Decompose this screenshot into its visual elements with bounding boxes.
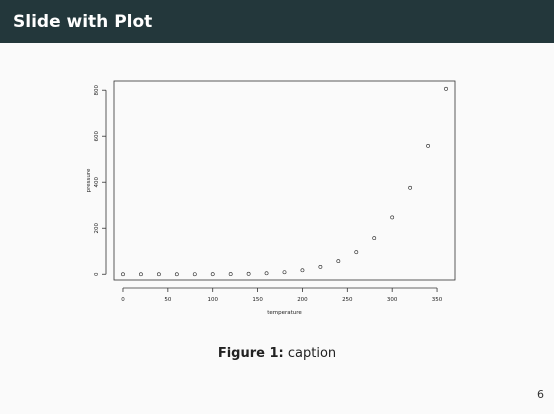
data-point xyxy=(246,271,251,276)
x-tick-label: 200 xyxy=(297,297,308,303)
page-number: 6 xyxy=(537,388,544,401)
data-point xyxy=(174,272,179,277)
y-tick-label: 600 xyxy=(94,130,100,141)
data-point xyxy=(354,250,359,255)
plot-frame xyxy=(113,80,456,281)
data-point xyxy=(264,271,269,276)
data-point xyxy=(192,272,197,277)
data-point xyxy=(121,272,125,277)
figure-label: Figure 1: xyxy=(217,346,284,361)
y-tick-label: 800 xyxy=(94,84,100,95)
data-point xyxy=(318,264,323,269)
data-point xyxy=(210,272,215,277)
data-point xyxy=(156,272,161,277)
y-tick-label: 400 xyxy=(94,176,100,187)
data-point xyxy=(408,185,413,190)
x-tick-label: 350 xyxy=(432,297,443,303)
x-tick-label: 300 xyxy=(387,297,398,303)
data-point xyxy=(300,268,305,273)
slide-header: Slide with Plot xyxy=(0,0,554,43)
data-point xyxy=(282,270,287,275)
data-point xyxy=(390,215,395,220)
data-point xyxy=(426,143,430,148)
x-tick-label: 150 xyxy=(252,297,263,303)
x-tick-label: 50 xyxy=(164,297,171,303)
y-axis-label: pressure xyxy=(86,168,92,192)
slide-title: Slide with Plot xyxy=(13,11,153,32)
figure-caption-text: caption xyxy=(287,346,337,361)
x-tick-label: 250 xyxy=(342,297,353,303)
y-tick-label: 0 xyxy=(94,272,100,276)
data-point xyxy=(228,272,233,276)
x-tick-label: 0 xyxy=(121,297,125,303)
data-point xyxy=(139,272,143,277)
data-point xyxy=(444,86,448,91)
data-point xyxy=(372,236,377,241)
figure-caption: Figure 1: caption xyxy=(0,346,554,361)
x-tick-label: 100 xyxy=(207,297,218,303)
scatter-plot: 0 50 100 150 200 250 300 350 0 200 400 600 800 temper… xyxy=(86,80,456,316)
data-point xyxy=(336,259,341,264)
x-axis-label: temperature xyxy=(267,310,302,316)
y-tick-label: 200 xyxy=(94,222,100,233)
